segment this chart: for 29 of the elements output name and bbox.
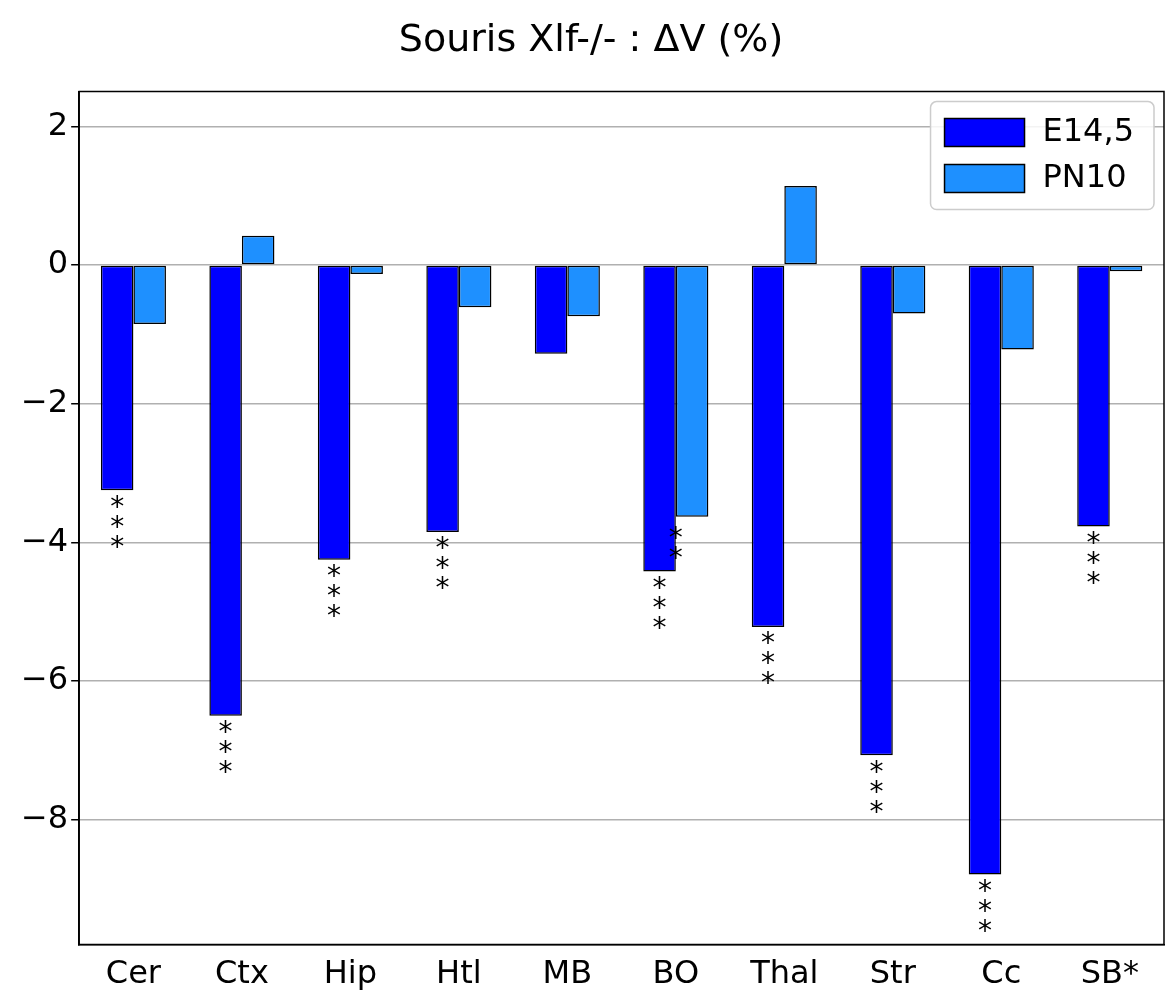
y-tick-label: −4: [21, 520, 69, 559]
x-tick-label: Cer: [105, 953, 162, 992]
annotation: ***: [652, 570, 667, 644]
y-tick-label: 0: [47, 243, 69, 282]
x-tick-label: Hip: [323, 953, 378, 992]
legend-label: E14,5: [1042, 110, 1134, 149]
x-tick-label: Str: [869, 953, 917, 992]
annotation: ***: [1086, 525, 1101, 599]
y-tick-label: −2: [21, 381, 69, 420]
annotation: * **: [869, 754, 884, 828]
y-tick-label: −6: [21, 659, 69, 698]
legend-label: PN10: [1042, 156, 1127, 195]
annotation: ***: [218, 715, 233, 789]
x-tick-label: BO: [652, 953, 700, 992]
annotation: **: [668, 520, 683, 574]
x-tick-label: MB: [542, 953, 593, 992]
chart-title: Souris Xlf-/- : ΔV (%): [398, 15, 784, 60]
x-tick-label: SB*: [1080, 953, 1139, 992]
x-tick-label: Cc: [981, 953, 1022, 992]
annotation: ***: [110, 489, 125, 563]
y-tick-label: −8: [21, 798, 69, 837]
x-tick-label: Htl: [436, 953, 482, 992]
annotation: ***: [327, 558, 342, 632]
x-tick-label: Thal: [749, 953, 819, 992]
y-tick-label: 2: [47, 104, 69, 143]
annotation: * **: [978, 873, 992, 947]
annotation: ***: [435, 531, 450, 605]
x-tick-label: Ctx: [214, 953, 269, 992]
annotation: * **: [761, 626, 776, 700]
